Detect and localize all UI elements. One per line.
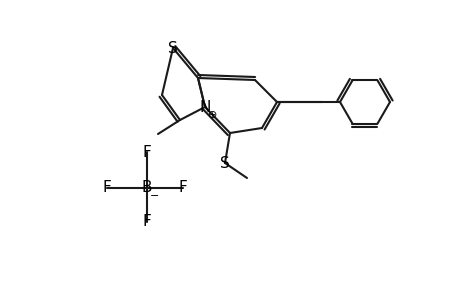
Text: S: S [220, 155, 230, 170]
Text: ⊕: ⊕ [208, 110, 217, 120]
Text: S: S [168, 40, 178, 56]
Text: F: F [142, 145, 151, 160]
Text: F: F [102, 181, 111, 196]
Text: N: N [199, 100, 210, 115]
Text: F: F [142, 214, 151, 230]
Text: B: B [141, 181, 152, 196]
Text: F: F [178, 181, 187, 196]
Text: −: − [150, 191, 159, 201]
